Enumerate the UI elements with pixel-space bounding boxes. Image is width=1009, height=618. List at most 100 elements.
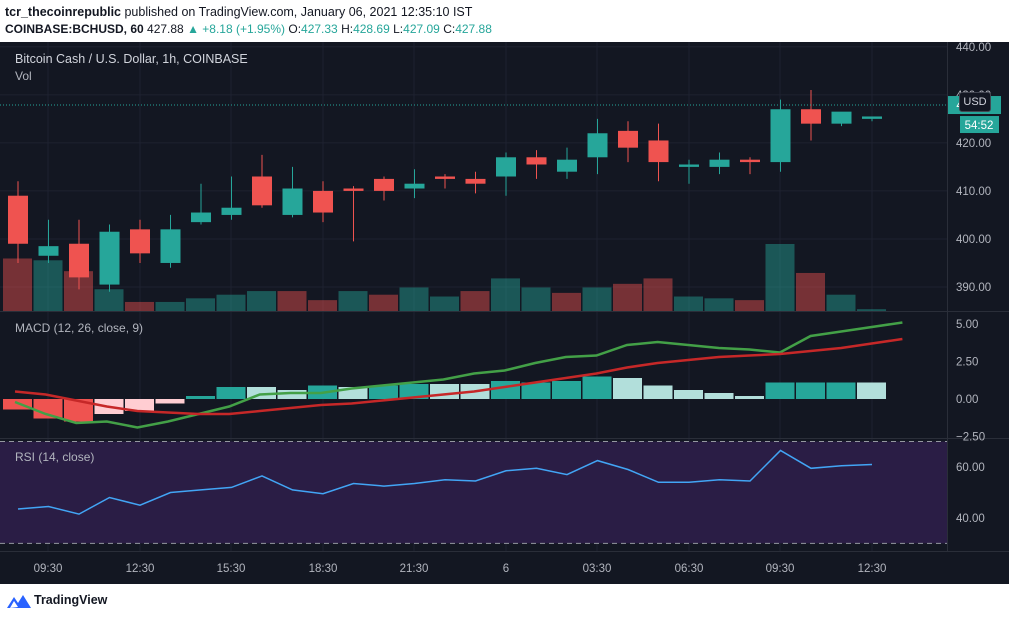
- symbol-name[interactable]: COINBASE:BCHUSD, 60: [5, 22, 144, 36]
- volume-bar: [369, 294, 398, 311]
- candle-body: [801, 109, 821, 124]
- tradingview-logo-icon: [7, 595, 31, 608]
- high-label: H:: [341, 22, 354, 36]
- volume-bar: [796, 272, 825, 311]
- macd-histogram-bar: [613, 378, 642, 399]
- price-tick-label: 440.00: [956, 42, 991, 54]
- symbol-line: COINBASE:BCHUSD, 60 427.88 ▲ +8.18 (+1.9…: [5, 22, 492, 36]
- close-value: 427.88: [455, 22, 492, 36]
- price-tick-label: 410.00: [956, 186, 991, 198]
- published-text: published on TradingView.com, January 06…: [124, 5, 473, 19]
- macd-line: [14, 321, 903, 429]
- volume-bar: [399, 287, 429, 311]
- time-tick-label: 12:30: [126, 563, 155, 575]
- volume-bar: [674, 296, 703, 311]
- macd-histogram-bar: [216, 387, 246, 399]
- macd-histogram-bar: [430, 384, 459, 399]
- time-tick-label: 21:30: [400, 563, 429, 575]
- candle-body: [69, 243, 89, 278]
- candle-body: [160, 229, 181, 263]
- macd-histogram-bar: [643, 385, 673, 399]
- candle-body: [862, 116, 882, 119]
- volume-bar: [186, 298, 215, 311]
- macd-histogram-bar: [369, 385, 398, 399]
- volume-bar: [765, 244, 795, 311]
- price-tick-label: 390.00: [956, 282, 991, 294]
- macd-histogram-bar: [64, 399, 93, 422]
- author-name[interactable]: tcr_thecoinrepublic: [5, 5, 121, 19]
- time-tick-label: 6: [503, 563, 509, 575]
- price-change: ▲ +8.18 (+1.95%): [187, 22, 286, 36]
- candle-body: [404, 183, 425, 189]
- countdown-label: 54:52: [965, 120, 994, 132]
- volume-label: Vol: [15, 69, 32, 83]
- footer: TradingView: [0, 584, 1009, 618]
- candle-body: [38, 246, 59, 256]
- time-tick-label: 09:30: [766, 563, 795, 575]
- candle-body: [374, 178, 394, 191]
- volume-bar: [277, 291, 307, 311]
- time-tick-label: 09:30: [34, 563, 63, 575]
- tradingview-brand[interactable]: TradingView: [34, 593, 108, 607]
- macd-histogram-bar: [277, 390, 307, 399]
- candle-body: [313, 190, 333, 213]
- rsi-tick-label: 40.00: [956, 513, 985, 525]
- candle-body: [648, 140, 669, 163]
- macd-histogram-bar: [552, 381, 581, 399]
- currency-button[interactable]: USD: [959, 92, 991, 112]
- volume-bar: [613, 283, 642, 311]
- candle-body: [831, 111, 852, 124]
- publish-header: tcr_thecoinrepublic published on Trading…: [0, 0, 1009, 42]
- volume-bar: [491, 278, 520, 311]
- chart-canvas[interactable]: 390.00400.00410.00420.00430.00440.00427.…: [0, 42, 1009, 584]
- macd-label: MACD (12, 26, close, 9): [15, 321, 144, 335]
- high-value: 428.69: [353, 22, 390, 36]
- macd-histogram-bar: [125, 399, 154, 411]
- time-tick-label: 15:30: [217, 563, 246, 575]
- macd-tick-label: 0.00: [956, 394, 978, 406]
- time-tick-label: 03:30: [583, 563, 612, 575]
- macd-histogram-bar: [33, 399, 63, 419]
- low-value: 427.09: [403, 22, 440, 36]
- candle-body: [770, 109, 791, 163]
- macd-tick-label: 5.00: [956, 319, 978, 331]
- candle-body: [618, 130, 638, 148]
- volume-bar: [338, 291, 368, 311]
- volume-bar: [826, 294, 856, 311]
- rsi-line: [17, 449, 873, 515]
- macd-histogram-bar: [765, 382, 795, 399]
- candle-body: [191, 212, 211, 223]
- open-value: 427.33: [301, 22, 338, 36]
- rsi-label: RSI (14, close): [15, 450, 95, 464]
- macd-tick-label: −2.50: [956, 432, 985, 444]
- volume-bar: [247, 291, 276, 311]
- macd-histogram-bar: [826, 382, 856, 399]
- signal-line: [14, 337, 903, 416]
- open-label: O:: [288, 22, 302, 36]
- macd-histogram-bar: [735, 396, 764, 399]
- price-tick-label: 400.00: [956, 234, 991, 246]
- chart-area[interactable]: 390.00400.00410.00420.00430.00440.00427.…: [0, 42, 1009, 584]
- volume-bar: [33, 260, 63, 311]
- volume-bar: [857, 309, 886, 311]
- close-label: C:: [443, 22, 456, 36]
- candle-body: [679, 164, 699, 167]
- candle-body: [496, 157, 516, 177]
- candle-body: [130, 229, 150, 254]
- candle-body: [435, 176, 455, 179]
- volume-bar: [552, 292, 581, 311]
- countdown-tag: [960, 116, 999, 134]
- macd-tick-label: 2.50: [956, 357, 978, 369]
- macd-histogram-bar: [399, 384, 429, 399]
- volume-bar: [216, 294, 246, 311]
- candle-body: [221, 207, 242, 215]
- macd-histogram-bar: [857, 382, 886, 399]
- time-tick-label: 12:30: [858, 563, 887, 575]
- macd-histogram-bar: [521, 382, 551, 399]
- volume-bar: [735, 300, 764, 311]
- candle-body: [557, 159, 577, 172]
- rsi-band: [0, 441, 947, 544]
- candle-body: [587, 133, 608, 158]
- macd-histogram-bar: [186, 396, 215, 399]
- volume-bar: [155, 301, 185, 311]
